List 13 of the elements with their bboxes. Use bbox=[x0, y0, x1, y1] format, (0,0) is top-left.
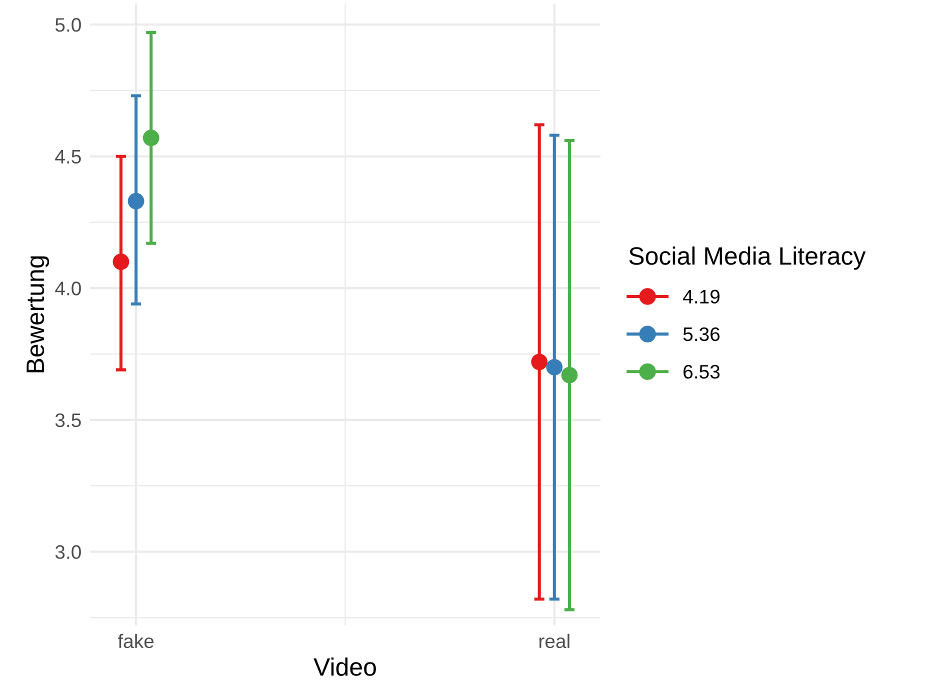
legend-label: 5.36 bbox=[683, 327, 720, 342]
x-tick-label: fake bbox=[118, 634, 154, 648]
y-tick-label: 4.0 bbox=[55, 282, 81, 296]
x-tick-label: real bbox=[539, 634, 570, 648]
legend-label: 6.53 bbox=[684, 364, 720, 379]
legend-label: 4.19 bbox=[683, 290, 720, 304]
x-axis-title: Video bbox=[314, 658, 376, 676]
y-tick-label: 5.0 bbox=[55, 18, 81, 32]
y-tick-label: 3.5 bbox=[55, 413, 81, 428]
legend-title: Social Media Literacy bbox=[629, 246, 866, 270]
y-tick-label: 3.0 bbox=[55, 545, 81, 559]
y-axis-title: Bewertung bbox=[26, 256, 50, 372]
y-tick-label: 4.5 bbox=[55, 150, 81, 164]
